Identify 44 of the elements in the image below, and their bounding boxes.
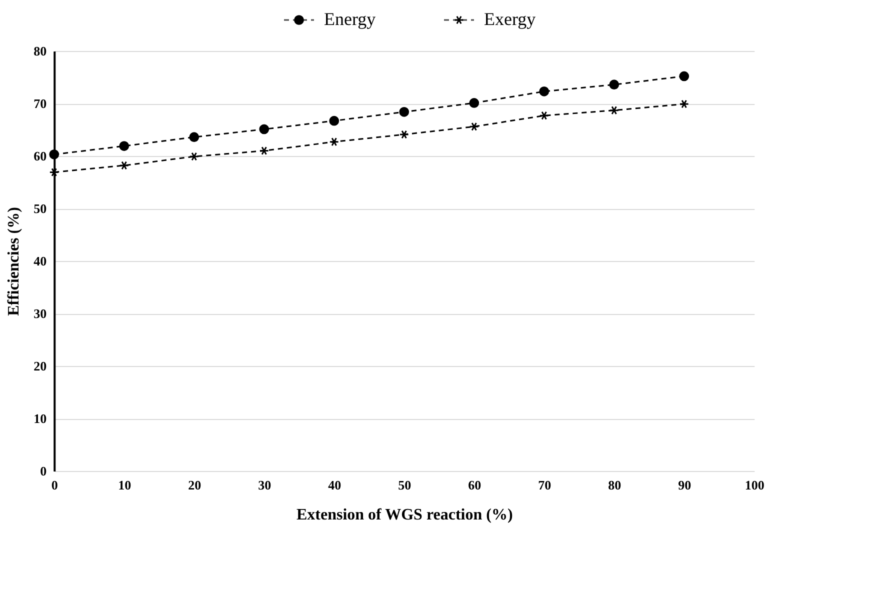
legend-label: Energy <box>324 9 376 29</box>
point <box>609 106 620 115</box>
y-tick-label: 70 <box>34 96 47 111</box>
x-tick-label: 50 <box>398 478 412 492</box>
point <box>539 111 550 120</box>
y-tick-label: 60 <box>34 148 47 164</box>
legend-label: Exergy <box>484 9 536 29</box>
x-tick-label: 60 <box>468 478 482 492</box>
point <box>259 124 270 134</box>
point <box>49 150 60 160</box>
point <box>399 106 410 117</box>
point <box>679 71 690 82</box>
x-tick-label: 0 <box>51 478 58 492</box>
point <box>609 80 620 90</box>
point <box>469 98 480 108</box>
point <box>189 152 200 161</box>
y-tick-label: 50 <box>34 201 47 216</box>
x-tick-label: 100 <box>744 478 764 492</box>
point <box>119 161 130 170</box>
point <box>399 130 410 139</box>
point <box>469 122 480 131</box>
y-tick-label: 10 <box>34 411 47 426</box>
point <box>539 86 550 96</box>
point <box>189 132 200 142</box>
x-tick-label: 10 <box>118 478 132 492</box>
x-tick-label: 20 <box>188 478 202 492</box>
y-tick-label: 80 <box>34 44 47 58</box>
y-tick-label: 0 <box>40 464 47 478</box>
point <box>259 146 270 156</box>
x-tick-label: 80 <box>608 478 622 492</box>
point <box>49 168 60 177</box>
x-tick-label: 30 <box>258 478 272 492</box>
x-tick-label: 70 <box>538 478 552 492</box>
point <box>329 137 340 146</box>
y-axis-title: Efficiencies (%) <box>6 207 23 316</box>
y-tick-label: 30 <box>34 306 47 321</box>
x-tick-label: 40 <box>328 478 342 492</box>
point <box>679 100 690 108</box>
x-tick-label: 90 <box>678 478 692 492</box>
point <box>329 116 340 126</box>
point <box>119 141 130 151</box>
y-tick-label: 20 <box>34 358 47 374</box>
x-axis-title: Extension of WGS reaction (%) <box>296 506 513 524</box>
y-tick-label: 40 <box>34 254 47 268</box>
